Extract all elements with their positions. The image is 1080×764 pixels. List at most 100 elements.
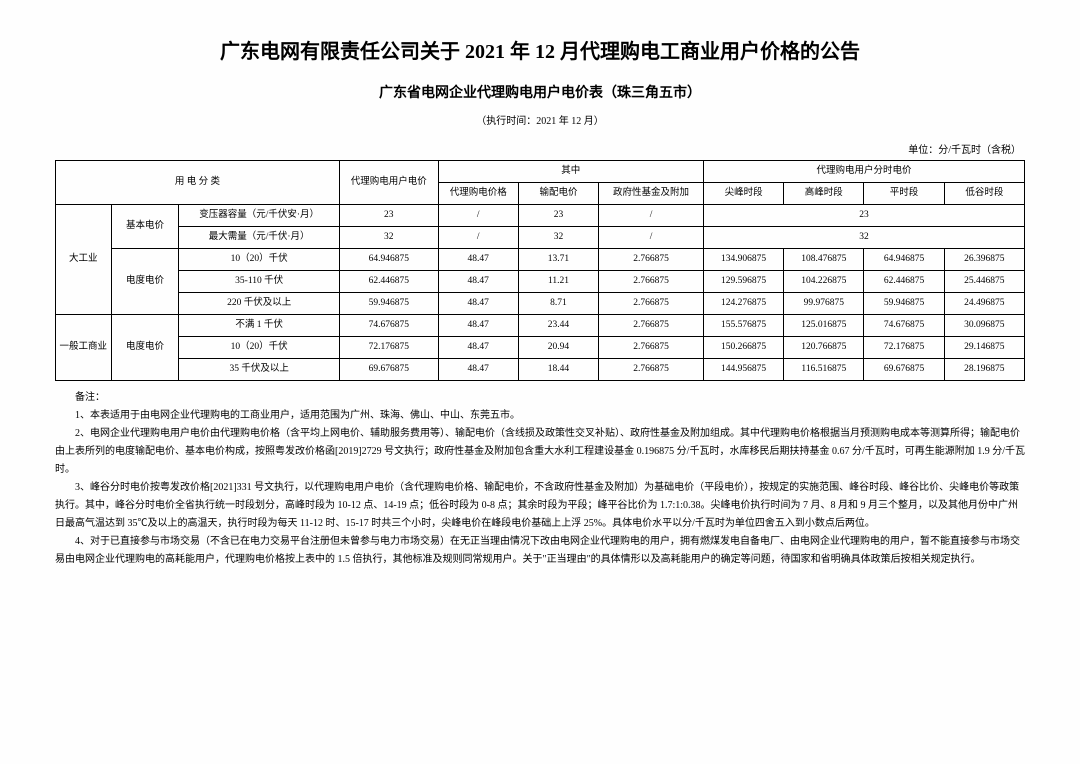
r6-label: 不满 1 千伏 [179,315,339,337]
row-r5: 220 千伏及以上 59.946875 48.47 8.71 2.766875 … [56,293,1025,315]
r3-label: 10（20）千伏 [179,249,339,271]
th-gov: 政府性基金及附加 [599,183,704,205]
r8-t3: 69.676875 [864,359,944,381]
r3-t1: 134.906875 [703,249,783,271]
notes-head: 备注： [55,389,1025,407]
row-r4: 35-110 千伏 62.446875 48.47 11.21 2.766875… [56,271,1025,293]
r5-b: 8.71 [518,293,598,315]
title-sub: 广东省电网企业代理购电用户电价表（珠三角五市） [55,82,1025,102]
r3-b: 13.71 [518,249,598,271]
r2-label: 最大需量（元/千伏·月） [179,227,339,249]
r3-p: 64.946875 [339,249,438,271]
cat-basic: 基本电价 [111,205,179,249]
r3-a: 48.47 [438,249,518,271]
r2-a: / [438,227,518,249]
r6-t1: 155.576875 [703,315,783,337]
r8-t4: 28.196875 [944,359,1024,381]
th-of-which: 其中 [438,161,703,183]
r7-label: 10（20）千伏 [179,337,339,359]
r5-t1: 124.276875 [703,293,783,315]
r5-t4: 24.496875 [944,293,1024,315]
row-r2: 最大需量（元/千伏·月） 32 / 32 / 32 [56,227,1025,249]
r5-a: 48.47 [438,293,518,315]
r4-b: 11.21 [518,271,598,293]
r6-t4: 30.096875 [944,315,1024,337]
r1-tou: 23 [703,205,1024,227]
row-r3: 电度电价 10（20）千伏 64.946875 48.47 13.71 2.76… [56,249,1025,271]
r4-t2: 104.226875 [784,271,864,293]
r4-t3: 62.446875 [864,271,944,293]
th-proxy-price: 代理购电用户电价 [339,161,438,205]
note-3: 3、峰谷分时电价按粤发改价格[2021]331 号文执行，以代理购电用户电价（含… [55,479,1025,533]
r7-c: 2.766875 [599,337,704,359]
unit-label: 单位：分/千瓦时（含税） [55,141,1025,156]
th-proxy-sub: 代理购电价格 [438,183,518,205]
r7-t2: 120.766875 [784,337,864,359]
note-2: 2、电网企业代理购电用户电价由代理购电价格（含平均上网电价、辅助服务费用等）、输… [55,425,1025,479]
th-valley: 低谷时段 [944,183,1024,205]
r7-p: 72.176875 [339,337,438,359]
th-category: 用 电 分 类 [56,161,340,205]
title-main: 广东电网有限责任公司关于 2021 年 12 月代理购电工商业用户价格的公告 [55,35,1025,64]
r5-c: 2.766875 [599,293,704,315]
r3-t3: 64.946875 [864,249,944,271]
r5-t2: 99.976875 [784,293,864,315]
r1-a: / [438,205,518,227]
th-flat: 平时段 [864,183,944,205]
row-r8: 35 千伏及以上 69.676875 48.47 18.44 2.766875 … [56,359,1025,381]
r8-label: 35 千伏及以上 [179,359,339,381]
r8-t1: 144.956875 [703,359,783,381]
r1-b: 23 [518,205,598,227]
note-1: 1、本表适用于由电网企业代理购电的工商业用户，适用范围为广州、珠海、佛山、中山、… [55,407,1025,425]
r7-t1: 150.266875 [703,337,783,359]
title-time: （执行时间：2021 年 12 月） [55,112,1025,127]
th-trans: 输配电价 [518,183,598,205]
r5-label: 220 千伏及以上 [179,293,339,315]
r1-label: 变压器容量（元/千伏安·月） [179,205,339,227]
r8-p: 69.676875 [339,359,438,381]
r8-c: 2.766875 [599,359,704,381]
row-r7: 10（20）千伏 72.176875 48.47 20.94 2.766875 … [56,337,1025,359]
th-tou: 代理购电用户分时电价 [703,161,1024,183]
r8-b: 18.44 [518,359,598,381]
r4-c: 2.766875 [599,271,704,293]
cat-energy-1: 电度电价 [111,249,179,315]
notes-section: 备注： 1、本表适用于由电网企业代理购电的工商业用户，适用范围为广州、珠海、佛山… [55,389,1025,569]
row-r1: 大工业 基本电价 变压器容量（元/千伏安·月） 23 / 23 / 23 [56,205,1025,227]
r4-a: 48.47 [438,271,518,293]
r1-c: / [599,205,704,227]
r6-t2: 125.016875 [784,315,864,337]
r7-t3: 72.176875 [864,337,944,359]
r6-a: 48.47 [438,315,518,337]
r7-a: 48.47 [438,337,518,359]
header-row-1: 用 电 分 类 代理购电用户电价 其中 代理购电用户分时电价 [56,161,1025,183]
r6-b: 23.44 [518,315,598,337]
row-r6: 一般工商业 电度电价 不满 1 千伏 74.676875 48.47 23.44… [56,315,1025,337]
r6-p: 74.676875 [339,315,438,337]
r6-t3: 74.676875 [864,315,944,337]
r4-label: 35-110 千伏 [179,271,339,293]
r2-b: 32 [518,227,598,249]
r4-t1: 129.596875 [703,271,783,293]
cat-general: 一般工商业 [56,315,112,381]
r6-c: 2.766875 [599,315,704,337]
r7-b: 20.94 [518,337,598,359]
r5-t3: 59.946875 [864,293,944,315]
r1-p: 23 [339,205,438,227]
r5-p: 59.946875 [339,293,438,315]
r8-a: 48.47 [438,359,518,381]
r4-p: 62.446875 [339,271,438,293]
note-4: 4、对于已直接参与市场交易（不含已在电力交易平台注册但未曾参与电力市场交易）在无… [55,533,1025,569]
r8-t2: 116.516875 [784,359,864,381]
r3-c: 2.766875 [599,249,704,271]
r7-t4: 29.146875 [944,337,1024,359]
th-high: 高峰时段 [784,183,864,205]
r2-p: 32 [339,227,438,249]
r4-t4: 25.446875 [944,271,1024,293]
r2-c: / [599,227,704,249]
r2-tou: 32 [703,227,1024,249]
price-table: 用 电 分 类 代理购电用户电价 其中 代理购电用户分时电价 代理购电价格 输配… [55,160,1025,381]
cat-large-ind: 大工业 [56,205,112,315]
th-sharp: 尖峰时段 [703,183,783,205]
cat-energy-2: 电度电价 [111,315,179,381]
